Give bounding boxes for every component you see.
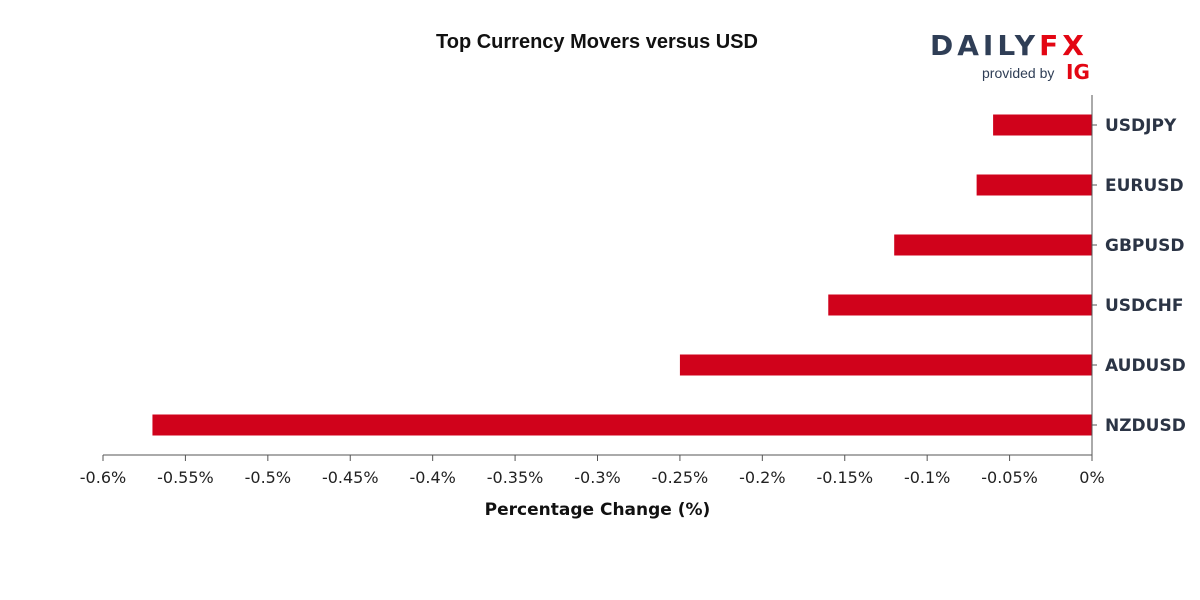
x-tick-label: -0.4% bbox=[409, 468, 455, 487]
category-label-audusd: AUDUSD bbox=[1105, 356, 1186, 376]
x-tick-label: -0.45% bbox=[322, 468, 379, 487]
x-tick-label: -0.25% bbox=[652, 468, 709, 487]
x-tick-label: -0.2% bbox=[739, 468, 785, 487]
x-tick-label: -0.6% bbox=[80, 468, 126, 487]
category-labels-group: USDJPY EURUSD GBPUSD USDCHF AUDUSD NZDUSD bbox=[1092, 116, 1186, 436]
x-axis-title: Percentage Change (%) bbox=[485, 500, 711, 520]
category-label-eurusd: EURUSD bbox=[1105, 176, 1184, 196]
category-label-usdchf: USDCHF bbox=[1105, 296, 1183, 316]
x-ticks-group: -0.6% -0.55% -0.5% -0.45% -0.4% -0.35% -0.3% -0… bbox=[80, 455, 1105, 487]
bar-usdjpy bbox=[993, 114, 1092, 136]
bar-nzdusd bbox=[152, 414, 1092, 436]
bar-audusd bbox=[679, 354, 1092, 376]
logo-provided-by: provided by bbox=[982, 65, 1055, 81]
logo-wordmark: DAILYFX bbox=[930, 30, 1088, 62]
x-tick-label: -0.3% bbox=[574, 468, 620, 487]
x-tick-label: 0% bbox=[1079, 468, 1104, 487]
chart-title: Top Currency Movers versus USD bbox=[436, 31, 758, 53]
x-tick-label: -0.35% bbox=[487, 468, 544, 487]
category-label-nzdusd: NZDUSD bbox=[1105, 416, 1186, 436]
bar-gbpusd bbox=[894, 234, 1092, 256]
x-tick-label: -0.15% bbox=[816, 468, 873, 487]
bars-group bbox=[152, 114, 1092, 436]
bar-eurusd bbox=[976, 174, 1092, 196]
dailyfx-logo: DAILYFX provided by IG bbox=[930, 30, 1090, 86]
category-label-usdjpy: USDJPY bbox=[1105, 116, 1177, 136]
x-tick-label: -0.55% bbox=[157, 468, 214, 487]
category-label-gbpusd: GBPUSD bbox=[1105, 236, 1185, 256]
logo-brand-fx: FX bbox=[1039, 29, 1088, 62]
x-tick-label: -0.05% bbox=[981, 468, 1038, 487]
logo-ig: IG bbox=[1066, 60, 1090, 84]
bar-usdchf bbox=[828, 294, 1092, 316]
x-tick-label: -0.5% bbox=[245, 468, 291, 487]
x-tick-label: -0.1% bbox=[904, 468, 950, 487]
logo-brand-daily: DAILY bbox=[930, 29, 1040, 62]
